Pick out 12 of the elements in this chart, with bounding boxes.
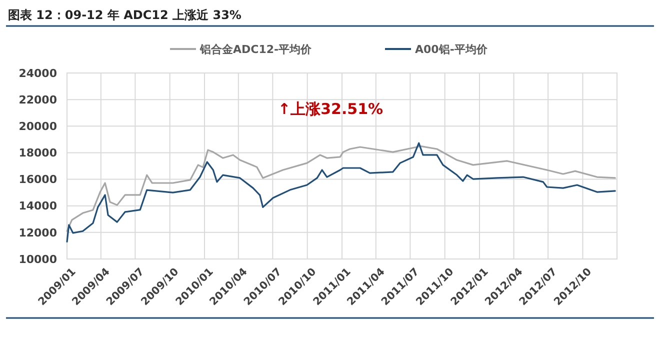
y-tick-label: 16000 <box>18 173 58 186</box>
y-tick-label: 10000 <box>18 252 58 266</box>
y-tick-label: 22000 <box>18 93 58 106</box>
annotation: ↑上涨32.51% <box>278 100 384 118</box>
chart-title: 图表 12：09-12 年 ADC12 上涨近 33% <box>8 8 242 22</box>
y-tick-label: 14000 <box>18 200 58 213</box>
y-tick-label: 24000 <box>18 66 58 80</box>
y-tick-label: 18000 <box>18 146 58 160</box>
y-tick-label: 20000 <box>18 120 58 133</box>
y-tick-label: 12000 <box>18 226 58 240</box>
legend-label: 铝合金ADC12-平均价 <box>199 42 313 56</box>
legend-label: A00铝-平均价 <box>415 42 488 56</box>
